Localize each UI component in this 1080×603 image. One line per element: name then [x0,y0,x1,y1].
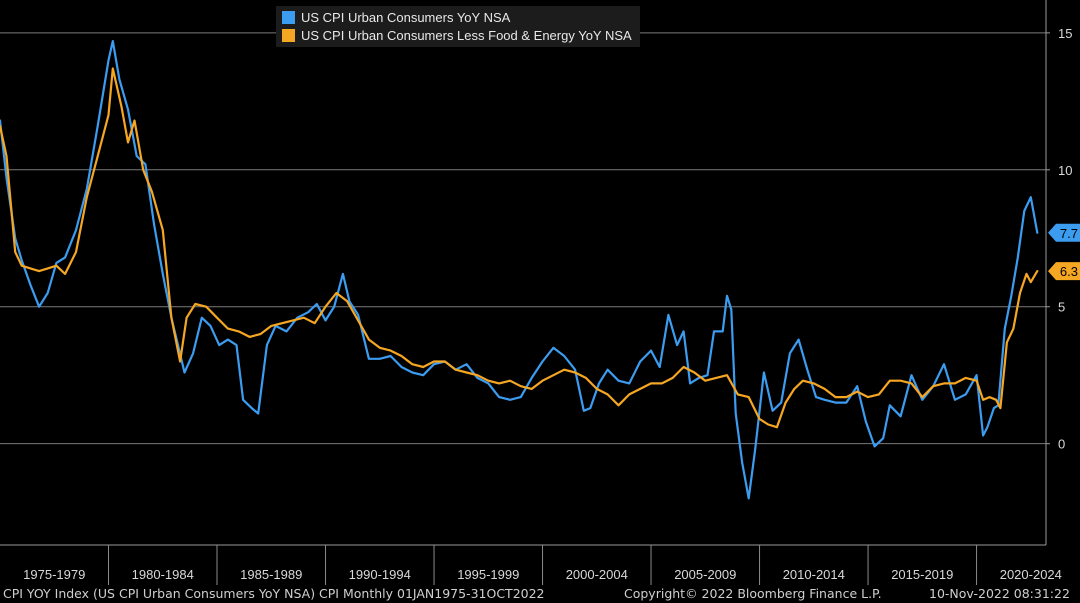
legend-entry-cpi: US CPI Urban Consumers YoY NSA [282,8,632,26]
footer-timestamp: 10-Nov-2022 08:31:22 [929,586,1070,601]
footer-index-description: CPI YOY Index (US CPI Urban Consumers Yo… [3,586,545,601]
x-axis-ticks: 1975-1979 1980-1984 1985-1989 1990-1994 1995… [23,545,1062,585]
last-value-tags: 7.7 6.3 [1048,223,1080,281]
last-value-tag-cpi: 7.7 [1048,223,1080,242]
x-tick-label-2010-2014: 2010-2014 [783,567,845,582]
y-tick-label-5: 5 [1058,300,1065,315]
last-value-tag-cpi-text: 7.7 [1060,226,1078,241]
last-value-tag-cpi-box [1048,223,1080,242]
chart-legend: US CPI Urban Consumers YoY NSA US CPI Ur… [276,6,640,47]
x-tick-label-1995-1999: 1995-1999 [457,567,519,582]
legend-label-core-cpi: US CPI Urban Consumers Less Food & Energ… [301,27,632,43]
last-value-tag-core-cpi-text: 6.3 [1060,264,1078,279]
legend-swatch-cpi [282,10,295,24]
last-value-tag-core-cpi: 6.3 [1048,262,1080,281]
footer-copyright: Copyright© 2022 Bloomberg Finance L.P. [624,586,882,601]
chart-footer: CPI YOY Index (US CPI Urban Consumers Yo… [0,585,1080,603]
legend-label-cpi: US CPI Urban Consumers YoY NSA [301,9,511,25]
x-tick-label-2000-2004: 2000-2004 [566,567,628,582]
series-lines [0,39,1039,500]
x-tick-label-2020-2024: 2020-2024 [1000,567,1062,582]
x-tick-label-2005-2009: 2005-2009 [674,567,736,582]
x-tick-label-1990-1994: 1990-1994 [349,567,411,582]
y-tick-label-15: 15 [1058,26,1072,41]
y-tick-label-10: 10 [1058,163,1072,178]
y-axis-ticks: 0 5 10 15 [1046,26,1072,452]
x-tick-label-1985-1989: 1985-1989 [240,567,302,582]
x-tick-label-2015-2019: 2015-2019 [891,567,953,582]
x-tick-label-1975-1979: 1975-1979 [23,567,85,582]
series-line-core-cpi [0,67,1039,429]
last-value-tag-core-cpi-box [1048,262,1080,281]
y-tick-label-0: 0 [1058,437,1065,452]
x-tick-label-1980-1984: 1980-1984 [132,567,194,582]
cpi-line-chart: 0 5 10 15 1975-1979 1980-1984 1985-1989 1990-1… [0,0,1080,585]
legend-swatch-core-cpi [282,28,295,42]
series-line-cpi [0,39,1039,500]
legend-entry-core-cpi: US CPI Urban Consumers Less Food & Energ… [282,26,632,44]
